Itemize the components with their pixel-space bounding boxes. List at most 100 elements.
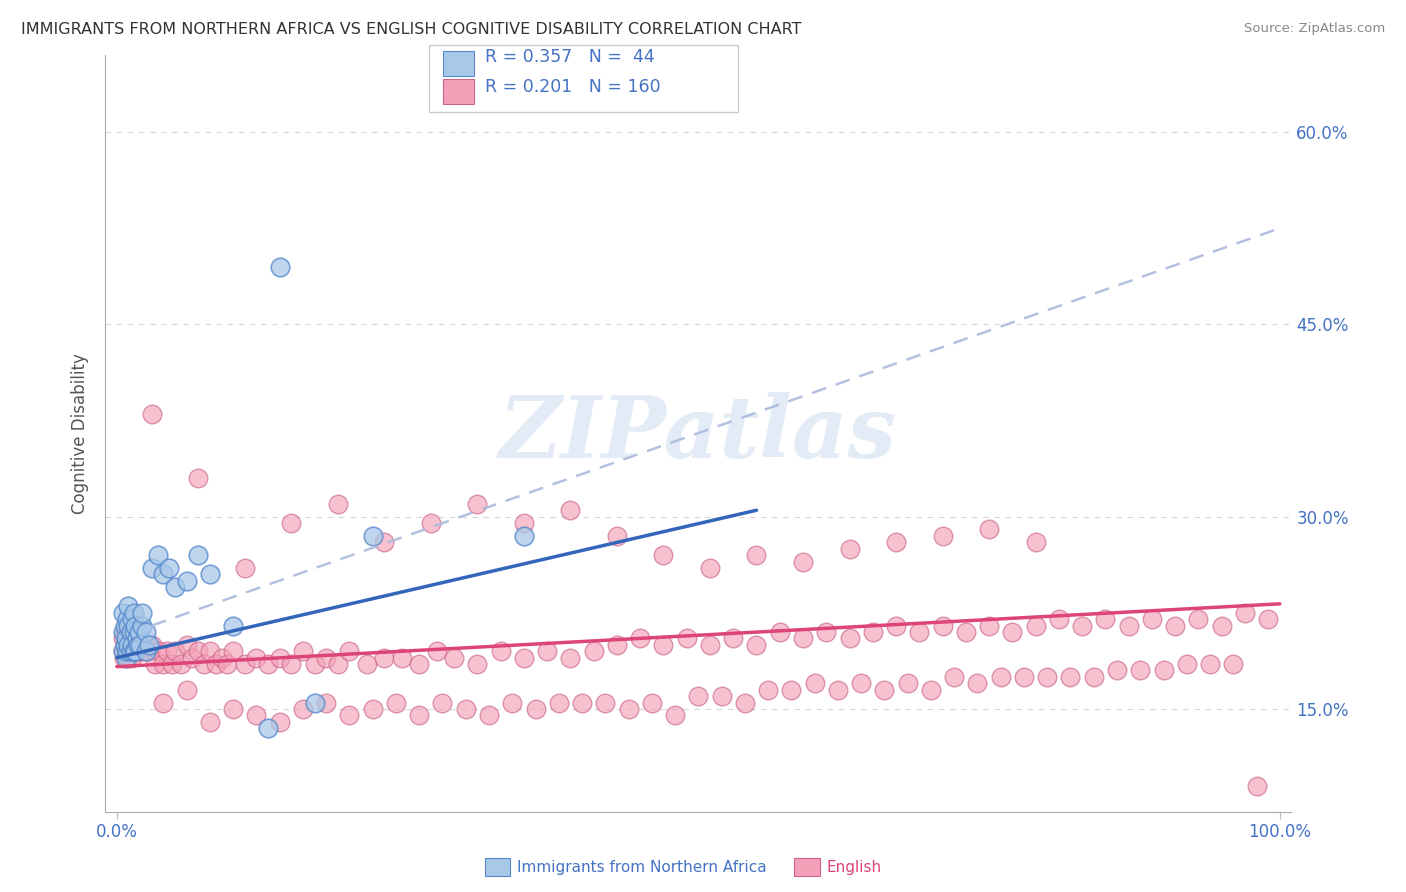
Point <box>838 541 860 556</box>
Point <box>536 644 558 658</box>
Point <box>432 696 454 710</box>
Point <box>884 618 907 632</box>
Point <box>187 644 209 658</box>
Y-axis label: Cognitive Disability: Cognitive Disability <box>72 353 89 514</box>
Point <box>385 696 408 710</box>
Point <box>125 632 148 646</box>
Point <box>111 644 134 658</box>
Point <box>792 632 814 646</box>
Point <box>121 612 143 626</box>
Point <box>152 657 174 671</box>
Point <box>373 650 395 665</box>
Point <box>138 638 160 652</box>
Point <box>233 657 256 671</box>
Point <box>176 682 198 697</box>
Point <box>467 657 489 671</box>
Point <box>291 644 314 658</box>
Point <box>114 638 136 652</box>
Point <box>131 618 153 632</box>
Point <box>117 644 139 658</box>
Point <box>131 606 153 620</box>
Point <box>187 471 209 485</box>
Point <box>156 644 179 658</box>
Point <box>827 682 849 697</box>
Point <box>117 618 139 632</box>
Point <box>136 644 159 658</box>
Point <box>124 644 146 658</box>
Point <box>606 529 628 543</box>
Point <box>373 535 395 549</box>
Point <box>780 682 803 697</box>
Point <box>361 702 384 716</box>
Point <box>269 714 291 729</box>
Point <box>419 516 441 530</box>
Point <box>628 632 651 646</box>
Point <box>269 650 291 665</box>
Point <box>198 644 221 658</box>
Text: R = 0.201   N = 160: R = 0.201 N = 160 <box>485 78 661 95</box>
Point <box>280 657 302 671</box>
Point <box>1118 618 1140 632</box>
Point <box>675 632 697 646</box>
Point <box>652 638 675 652</box>
Point <box>193 657 215 671</box>
Point <box>129 638 152 652</box>
Point <box>501 696 523 710</box>
Text: R = 0.357   N =  44: R = 0.357 N = 44 <box>485 48 655 66</box>
Point <box>1025 618 1047 632</box>
Point <box>664 708 686 723</box>
Point <box>124 606 146 620</box>
Point <box>114 638 136 652</box>
Text: ZIPatlas: ZIPatlas <box>499 392 897 475</box>
Point <box>222 644 245 658</box>
Point <box>361 529 384 543</box>
Point <box>128 625 150 640</box>
Point <box>176 574 198 588</box>
Point <box>688 689 710 703</box>
Point <box>257 721 280 735</box>
Point <box>699 561 721 575</box>
Point <box>120 644 142 658</box>
Point <box>339 644 361 658</box>
Point <box>124 644 146 658</box>
Point <box>454 702 477 716</box>
Point <box>117 612 139 626</box>
Point <box>128 644 150 658</box>
Point <box>606 638 628 652</box>
Point <box>115 644 138 658</box>
Point <box>181 650 204 665</box>
Point <box>815 625 838 640</box>
Point <box>124 638 146 652</box>
Point <box>641 696 664 710</box>
Point <box>595 696 617 710</box>
Point <box>443 650 465 665</box>
Point <box>1083 670 1105 684</box>
Text: IMMIGRANTS FROM NORTHERN AFRICA VS ENGLISH COGNITIVE DISABILITY CORRELATION CHAR: IMMIGRANTS FROM NORTHERN AFRICA VS ENGLI… <box>21 22 801 37</box>
Point <box>955 625 977 640</box>
Point <box>408 708 430 723</box>
Point <box>1105 664 1128 678</box>
Point <box>792 555 814 569</box>
Point <box>1187 612 1209 626</box>
Point <box>127 638 149 652</box>
Point <box>1199 657 1222 671</box>
Point <box>1025 535 1047 549</box>
Point <box>176 638 198 652</box>
Point <box>120 632 142 646</box>
Point <box>769 625 792 640</box>
Point <box>339 708 361 723</box>
Point <box>582 644 605 658</box>
Point <box>120 625 142 640</box>
Point <box>547 696 569 710</box>
Point <box>1222 657 1244 671</box>
Point <box>198 714 221 729</box>
Point <box>862 625 884 640</box>
Point <box>114 618 136 632</box>
Point <box>977 523 1000 537</box>
Point <box>117 650 139 665</box>
Point <box>897 676 920 690</box>
Point <box>125 644 148 658</box>
Point <box>122 638 145 652</box>
Point <box>931 529 953 543</box>
Point <box>966 676 988 690</box>
